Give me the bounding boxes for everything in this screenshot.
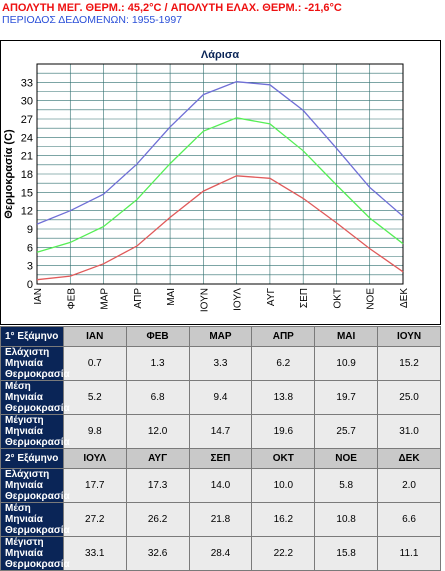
row-label: Ελάχιστη Μηνιαία Θερμοκρασία — [0, 468, 70, 503]
series-line-1 — [36, 117, 404, 253]
series-line-0 — [36, 175, 404, 281]
absolute-extremes-text: ΑΠΟΛΥΤΗ ΜΕΓ. ΘΕΡΜ.: 45,2°C / ΑΠΟΛΥΤΗ ΕΛΑ… — [2, 2, 342, 14]
row-label: Μέση Μηνιαία Θερμοκρασία — [0, 502, 70, 537]
row-label: Ελάχιστη Μηνιαία Θερμοκρασία — [0, 346, 70, 381]
y-tick-label: 27 — [21, 114, 33, 126]
chart-container: 0 3 6 9 12 15 18 21 24 27 30 33 ΙΑΝ ΦΕΒ ΜΑΡ ΑΠΡ ΜΑΙ ΙΟΥΝ Ι… — [0, 40, 441, 325]
chart-title: Λάρισα — [201, 49, 239, 61]
month-header: ΔΕΚ — [377, 448, 441, 469]
month-header: ΑΠΡ — [251, 326, 316, 347]
x-tick-label: ΝΟΕ — [366, 288, 377, 310]
x-tick-label: ΙΟΥΝ — [199, 288, 210, 312]
x-tick-label: ΣΕΠ — [299, 288, 310, 308]
y-tick-label: 3 — [27, 261, 33, 273]
month-header: ΙΑΝ — [62, 326, 127, 347]
month-header: ΦΕΒ — [125, 326, 190, 347]
table-row: Μέγιστη Μηνιαία Θερμοκρασία 33.1 32.6 28.4 2… — [0, 536, 441, 571]
table-cell: 33.1 — [62, 536, 127, 571]
section-header-row: 2° Εξάμηνο ΙΟΥΛ ΑΥΓ ΣΕΠ ΟΚΤ ΝΟΕ ΔΕΚ — [0, 448, 441, 469]
table-cell: 9.4 — [188, 380, 253, 415]
x-tick-label: ΦΕΒ — [66, 288, 77, 310]
table-cell: 1.3 — [125, 346, 190, 381]
table-cell: 6.8 — [125, 380, 190, 415]
table-row: Μέση Μηνιαία Θερμοκρασία 27.2 26.2 21.8 16.2… — [0, 502, 441, 537]
y-tick-label: 15 — [21, 187, 33, 199]
table-cell: 9.8 — [62, 414, 127, 449]
table-row: Ελάχιστη Μηνιαία Θερμοκρασία 17.7 17.3 14.0… — [0, 468, 441, 503]
y-tick-label: 24 — [21, 132, 33, 144]
table-row: Μέση Μηνιαία Θερμοκρασία 5.2 6.8 9.4 13.8 19.… — [0, 380, 441, 415]
table-cell: 14.0 — [188, 468, 253, 503]
table-cell: 26.2 — [125, 502, 190, 537]
table-cell: 10.8 — [314, 502, 379, 537]
table-cell: 13.8 — [251, 380, 316, 415]
semester-label: 2° Εξάμηνο — [0, 448, 64, 469]
table-cell: 32.6 — [125, 536, 190, 571]
table-cell: 19.7 — [314, 380, 379, 415]
table-cell: 10.0 — [251, 468, 316, 503]
month-header: ΝΟΕ — [314, 448, 379, 469]
month-header: ΜΑΙ — [314, 326, 379, 347]
table-cell: 5.2 — [62, 380, 127, 415]
table-cell: 27.2 — [62, 502, 127, 537]
month-header: ΙΟΥΛ — [62, 448, 127, 469]
temperature-table: 1° Εξάμηνο ΙΑΝ ΦΕΒ ΜΑΡ ΑΠΡ ΜΑΙ ΙΟΥΝ Ελάχιστη Μη… — [0, 326, 441, 571]
table-cell: 17.3 — [125, 468, 190, 503]
y-tick-label: 12 — [21, 206, 33, 218]
section-header-row: 1° Εξάμηνο ΙΑΝ ΦΕΒ ΜΑΡ ΑΠΡ ΜΑΙ ΙΟΥΝ — [0, 326, 441, 347]
table-cell: 16.2 — [251, 502, 316, 537]
row-label: Μέση Μηνιαία Θερμοκρασία — [0, 380, 70, 415]
x-tick-label: ΔΕΚ — [399, 288, 410, 308]
semester-label: 1° Εξάμηνο — [0, 326, 64, 347]
table-cell: 0.7 — [62, 346, 127, 381]
y-tick-label: 18 — [21, 169, 33, 181]
table-cell: 6.6 — [377, 502, 441, 537]
table-cell: 6.2 — [251, 346, 316, 381]
y-tick-label: 21 — [21, 151, 33, 163]
table-cell: 25.7 — [314, 414, 379, 449]
table-row: Μέγιστη Μηνιαία Θερμοκρασία 9.8 12.0 14.7 19… — [0, 414, 441, 449]
row-label: Μέγιστη Μηνιαία Θερμοκρασία — [0, 536, 70, 571]
month-header: ΙΟΥΝ — [377, 326, 441, 347]
plot-border — [36, 63, 404, 285]
table-cell: 19.6 — [251, 414, 316, 449]
table-cell: 21.8 — [188, 502, 253, 537]
x-tick-label: ΜΑΡ — [100, 288, 111, 310]
table-row: Ελάχιστη Μηνιαία Θερμοκρασία 0.7 1.3 3.3 6.2… — [0, 346, 441, 381]
table-cell: 10.9 — [314, 346, 379, 381]
table-cell: 22.2 — [251, 536, 316, 571]
y-tick-label: 9 — [27, 224, 33, 236]
table-cell: 2.0 — [377, 468, 441, 503]
y-tick-label: 0 — [27, 279, 33, 291]
x-tick-label: ΟΚΤ — [332, 288, 343, 309]
month-header: ΟΚΤ — [251, 448, 316, 469]
temperature-chart: 0 3 6 9 12 15 18 21 24 27 30 33 ΙΑΝ ΦΕΒ ΜΑΡ ΑΠΡ ΜΑΙ ΙΟΥΝ Ι… — [3, 49, 410, 312]
series-line-2 — [36, 81, 404, 225]
row-label: Μέγιστη Μηνιαία Θερμοκρασία — [0, 414, 70, 449]
table-cell: 15.8 — [314, 536, 379, 571]
table-cell: 25.0 — [377, 380, 441, 415]
y-axis-label: Θερμοκρασία (C) — [3, 129, 15, 219]
data-period-text: ΠΕΡΙΟΔΟΣ ΔΕΔΟΜΕΝΩΝ: 1955-1997 — [2, 14, 183, 26]
month-header: ΑΥΓ — [125, 448, 190, 469]
y-tick-label: 33 — [21, 77, 33, 89]
table-cell: 15.2 — [377, 346, 441, 381]
table-cell: 31.0 — [377, 414, 441, 449]
month-header: ΜΑΡ — [188, 326, 253, 347]
table-cell: 17.7 — [62, 468, 127, 503]
month-header: ΣΕΠ — [188, 448, 253, 469]
x-tick-label: ΙΟΥΛ — [233, 288, 244, 311]
table-cell: 5.8 — [314, 468, 379, 503]
y-tick-label: 6 — [27, 242, 33, 254]
table-cell: 3.3 — [188, 346, 253, 381]
table-cell: 11.1 — [377, 536, 441, 571]
y-tick-label: 30 — [21, 96, 33, 108]
x-tick-label: ΙΑΝ — [33, 288, 44, 305]
table-cell: 28.4 — [188, 536, 253, 571]
table-cell: 14.7 — [188, 414, 253, 449]
table-cell: 12.0 — [125, 414, 190, 449]
x-tick-label: ΜΑΙ — [166, 288, 177, 306]
x-tick-label: ΑΥΓ — [266, 288, 277, 307]
x-tick-label: ΑΠΡ — [133, 288, 144, 309]
